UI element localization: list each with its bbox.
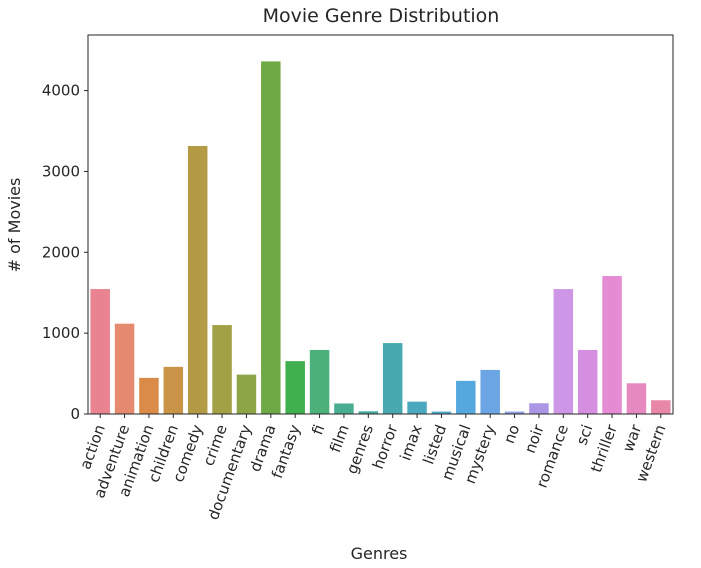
x-tick-label: war [619, 421, 646, 454]
bar-western [651, 400, 671, 414]
bar-listed [431, 411, 452, 414]
x-tick-label: sci [573, 422, 597, 447]
bar-comedy [187, 145, 208, 414]
bar-thriller [602, 276, 622, 414]
y-tick-label: 0 [70, 405, 80, 423]
y-tick-label: 1000 [42, 324, 80, 342]
bar-horror [382, 343, 403, 414]
y-tick-label: 2000 [42, 243, 80, 261]
bar-fantasy [285, 361, 305, 414]
bar-war [626, 383, 647, 414]
bar-noir [529, 403, 549, 414]
x-axis-label: Genres [351, 544, 408, 563]
bar-mystery [480, 369, 500, 414]
y-ticks-group: 0 1000 2000 3000 4000 [42, 82, 88, 423]
bars-group [90, 61, 671, 415]
bar-romance [553, 289, 574, 414]
x-tick-label: film [326, 422, 353, 455]
y-tick-label: 4000 [42, 82, 80, 100]
x-ticks-group: actionadventureanimationchildrencomedycr… [76, 414, 670, 522]
y-axis-label: # of Movies [5, 178, 24, 273]
bar-documentary [236, 374, 257, 414]
bar-sci [577, 349, 598, 414]
plot-frame [87, 34, 674, 415]
x-tick-label: fi [308, 422, 328, 437]
bar-musical [456, 380, 476, 414]
chart-title: Movie Genre Distribution [263, 5, 500, 27]
bar-animation [139, 377, 159, 414]
bar-drama [261, 61, 281, 415]
bar-no [504, 411, 525, 414]
bar-adventure [114, 323, 135, 414]
bar-action [90, 289, 110, 414]
bar-children [163, 366, 184, 414]
x-tick-label: no [500, 422, 523, 446]
bar-fi [309, 349, 330, 414]
bar-imax [407, 401, 427, 414]
y-tick-label: 3000 [42, 162, 80, 180]
bar-crime [212, 325, 232, 414]
bar-film [334, 403, 354, 414]
bar-genres [358, 411, 379, 414]
